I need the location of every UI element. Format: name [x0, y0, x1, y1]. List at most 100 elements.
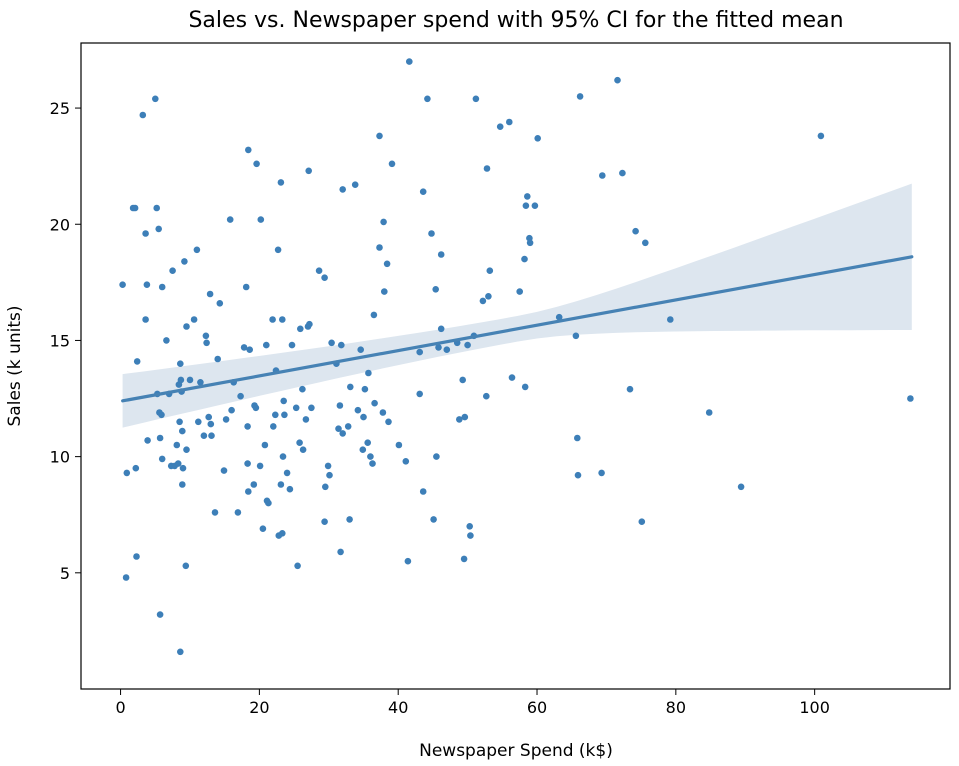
- data-point: [326, 471, 333, 479]
- data-point: [297, 325, 304, 333]
- data-point: [214, 355, 221, 363]
- data-point: [737, 483, 745, 491]
- data-point: [206, 290, 214, 298]
- data-point: [186, 376, 194, 384]
- data-point: [388, 160, 396, 168]
- data-point: [244, 460, 251, 467]
- data-point: [339, 186, 347, 193]
- regression-line-layer: [121, 255, 914, 403]
- plot-frame: [80, 42, 951, 690]
- data-point: [122, 574, 130, 581]
- data-point: [339, 430, 347, 437]
- data-point: [242, 283, 250, 291]
- data-point: [288, 341, 296, 349]
- data-point: [123, 469, 131, 477]
- data-point: [598, 469, 605, 477]
- data-point: [176, 418, 183, 426]
- data-point: [158, 283, 166, 291]
- data-point: [367, 453, 374, 460]
- data-point: [443, 346, 451, 354]
- data-point: [430, 516, 437, 523]
- y-axis-ticks: 5 10 15 20 25: [50, 99, 81, 583]
- data-point: [376, 244, 383, 251]
- data-point: [177, 648, 184, 656]
- data-point: [158, 455, 166, 463]
- data-point: [402, 458, 410, 465]
- data-point: [496, 123, 504, 130]
- data-point: [460, 555, 468, 563]
- data-point: [432, 286, 440, 293]
- data-point: [705, 409, 713, 416]
- data-point: [272, 411, 279, 419]
- data-point: [404, 557, 412, 565]
- data-point: [139, 111, 147, 119]
- data-point: [376, 132, 383, 140]
- data-point: [250, 481, 258, 488]
- data-point: [253, 160, 260, 168]
- data-point: [205, 413, 212, 421]
- data-point: [156, 611, 164, 618]
- x-axis-ticks: 0 20 40 60 80 100: [115, 689, 830, 717]
- data-point: [354, 406, 362, 414]
- data-point: [179, 427, 186, 435]
- data-point: [281, 411, 288, 419]
- data-point: [261, 441, 269, 449]
- data-point: [572, 332, 580, 340]
- data-point: [228, 406, 235, 414]
- data-point: [576, 93, 584, 100]
- data-point: [667, 316, 674, 323]
- confidence-band-layer: [122, 183, 912, 428]
- data-point: [279, 453, 287, 460]
- data-point: [226, 216, 234, 223]
- data-point: [177, 360, 184, 368]
- regression-line: [121, 255, 914, 403]
- data-point: [335, 425, 342, 433]
- data-point: [220, 467, 228, 474]
- data-point: [279, 316, 286, 323]
- data-point: [574, 434, 581, 442]
- data-point: [467, 532, 474, 539]
- data-point: [638, 518, 646, 525]
- data-point: [416, 348, 424, 356]
- data-point: [614, 76, 621, 84]
- data-point: [277, 481, 285, 488]
- data-point: [132, 464, 140, 472]
- data-point: [270, 423, 277, 430]
- data-point: [428, 230, 435, 237]
- data-point: [321, 274, 328, 282]
- data-point: [299, 446, 307, 454]
- data-point: [907, 395, 914, 402]
- data-point: [193, 246, 201, 254]
- data-point: [133, 358, 141, 365]
- data-point: [216, 300, 224, 307]
- data-point: [158, 411, 165, 419]
- data-point: [286, 485, 294, 493]
- data-point: [433, 453, 440, 460]
- data-point: [435, 344, 442, 351]
- data-point: [506, 118, 513, 126]
- data-point: [321, 518, 328, 525]
- data-point: [337, 548, 344, 556]
- data-point: [257, 216, 265, 223]
- data-point: [244, 423, 251, 430]
- data-point: [359, 446, 367, 454]
- data-point: [179, 464, 187, 472]
- data-point: [324, 462, 332, 470]
- data-point: [208, 432, 215, 440]
- data-point: [183, 446, 190, 454]
- data-point: [302, 416, 310, 423]
- data-point: [642, 239, 649, 247]
- data-point: [385, 418, 392, 426]
- data-point: [143, 281, 151, 289]
- data-point: [464, 341, 471, 349]
- data-point: [437, 251, 445, 258]
- data-point: [336, 402, 344, 409]
- data-point: [234, 509, 242, 516]
- x-axis-label: Newspaper Spend (k$): [419, 741, 613, 761]
- data-point: [183, 323, 190, 330]
- data-point: [197, 379, 204, 386]
- x-tick-label: 20: [249, 698, 269, 717]
- data-point: [416, 390, 424, 398]
- data-point: [328, 339, 335, 347]
- x-tick-label: 60: [527, 698, 547, 717]
